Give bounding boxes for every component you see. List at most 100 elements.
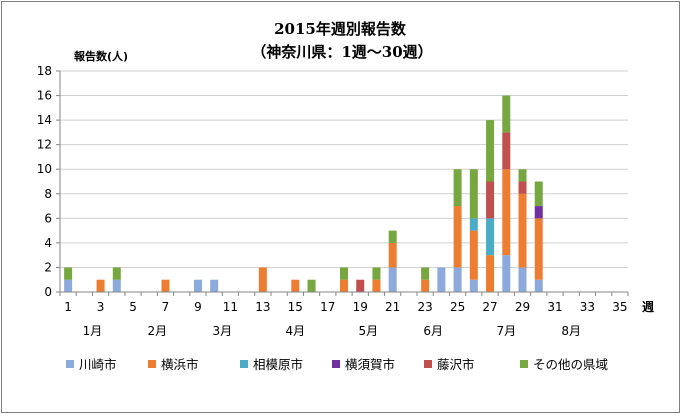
bar-segment — [193, 279, 202, 292]
bar-segment — [518, 169, 527, 182]
legend-item: 藤沢市 — [424, 357, 475, 372]
x-tick-label: 3 — [97, 300, 105, 314]
bar-segment — [307, 279, 316, 292]
legend-label: 川崎市 — [79, 357, 117, 372]
stacked-bar-chart: 2015年週別報告数 （神奈川県：1週～30週） 報告数(人) 週 0 2 4 6 8 1… — [37, 20, 654, 372]
chart-frame: 2015年週別報告数 （神奈川県：1週～30週） 報告数(人) 週 0 2 4 6 8 1… — [1, 1, 680, 413]
bar-segment — [388, 242, 397, 268]
legend-item: 横須賀市 — [332, 357, 395, 372]
bar-segment — [534, 279, 543, 292]
y-tick-label: 10 — [37, 162, 52, 176]
bar-segment — [453, 267, 462, 292]
bar-segment — [518, 181, 527, 194]
y-tick-label: 18 — [37, 64, 52, 78]
x-tick-labels: 1 3 5 7 9 11 13 15 17 19 21 23 25 27 29 31 33 35 — [64, 300, 627, 314]
y-axis-label: 報告数(人) — [74, 49, 128, 63]
month-label: 1月 — [83, 324, 103, 338]
bar-segment — [161, 279, 170, 292]
x-tick-label: 11 — [223, 300, 238, 314]
bar-segment — [112, 279, 121, 292]
bar-segment — [469, 218, 478, 231]
bar-segment — [453, 206, 462, 268]
legend-label: 横浜市 — [161, 357, 199, 372]
legend-swatch — [240, 360, 248, 368]
bar-segment — [210, 279, 219, 292]
bar-segment — [388, 230, 397, 243]
bar-segment — [502, 132, 511, 170]
legend-item: 横浜市 — [148, 357, 199, 372]
x-axis-unit: 週 — [642, 299, 654, 314]
legend-label: 藤沢市 — [437, 357, 475, 372]
x-tick-label: 33 — [580, 300, 595, 314]
bar-segment — [340, 267, 348, 280]
y-tick-label: 4 — [44, 236, 52, 250]
x-tick-label: 1 — [64, 300, 72, 314]
bar-segment — [112, 267, 121, 280]
legend-swatch — [332, 360, 340, 368]
x-tick-label: 9 — [194, 300, 202, 314]
bar-segment — [486, 181, 495, 219]
x-tick-label: 5 — [129, 300, 137, 314]
legend-label: その他の県域 — [533, 357, 608, 372]
y-tick-label: 8 — [44, 187, 52, 201]
bar-segment — [372, 279, 381, 292]
bar-segment — [372, 267, 381, 280]
legend-item: 川崎市 — [66, 357, 117, 372]
bar-segment — [437, 267, 446, 292]
chart-subtitle: （神奈川県：1週～30週） — [251, 43, 432, 61]
bar-segment — [469, 230, 478, 280]
x-tick-label: 23 — [418, 300, 433, 314]
bar-segment — [486, 255, 495, 292]
x-tick-label: 17 — [320, 300, 335, 314]
month-label: 4月 — [285, 324, 305, 338]
month-label: 3月 — [212, 324, 232, 338]
y-tick-labels: 0 2 4 6 8 10 12 14 16 18 — [37, 64, 52, 299]
bar-segment — [502, 255, 511, 292]
bar-segment — [291, 279, 300, 292]
bar-segment — [421, 279, 430, 292]
bar-segment — [64, 279, 73, 292]
bar-segment — [486, 218, 495, 256]
month-label: 8月 — [561, 324, 581, 338]
legend-swatch — [66, 360, 74, 368]
legend-swatch — [520, 360, 528, 368]
bar-segment — [356, 279, 365, 292]
x-tick-label: 13 — [255, 300, 270, 314]
legend-item: その他の県域 — [520, 357, 608, 372]
grid-lines — [60, 70, 628, 268]
y-tick-label: 2 — [44, 260, 52, 274]
month-label: 2月 — [148, 324, 168, 338]
bar-segment — [340, 279, 348, 292]
axes — [56, 70, 629, 296]
bar-segment — [96, 279, 105, 292]
bar-segment — [502, 169, 511, 256]
month-label: 6月 — [423, 324, 443, 338]
legend-swatch — [424, 360, 432, 368]
bar-segment — [518, 193, 527, 268]
x-tick-label: 31 — [547, 300, 562, 314]
bar-segment — [502, 95, 511, 133]
bar-segment — [486, 120, 495, 182]
bar-segment — [421, 267, 430, 280]
legend: 川崎市 横浜市 相模原市 横須賀市 藤沢市 その他の県域 — [66, 357, 608, 372]
bar-segment — [534, 218, 543, 280]
bar-segment — [534, 181, 543, 207]
bar-segment — [534, 206, 543, 219]
month-label: 7月 — [496, 324, 516, 338]
bar-segment — [64, 267, 73, 280]
chart-title: 2015年週別報告数 — [274, 20, 407, 38]
x-tick-label: 15 — [288, 300, 303, 314]
bars — [64, 95, 543, 292]
bar-segment — [388, 267, 397, 292]
bar-segment — [453, 169, 462, 207]
x-tick-label: 27 — [482, 300, 497, 314]
y-tick-label: 0 — [44, 285, 52, 299]
legend-swatch — [148, 360, 156, 368]
y-tick-label: 16 — [37, 89, 52, 103]
x-tick-label: 25 — [450, 300, 465, 314]
legend-item: 相模原市 — [240, 357, 303, 372]
x-tick-label: 21 — [385, 300, 400, 314]
bar-segment — [518, 267, 527, 292]
bar-segment — [258, 267, 267, 292]
y-tick-label: 12 — [37, 138, 52, 152]
